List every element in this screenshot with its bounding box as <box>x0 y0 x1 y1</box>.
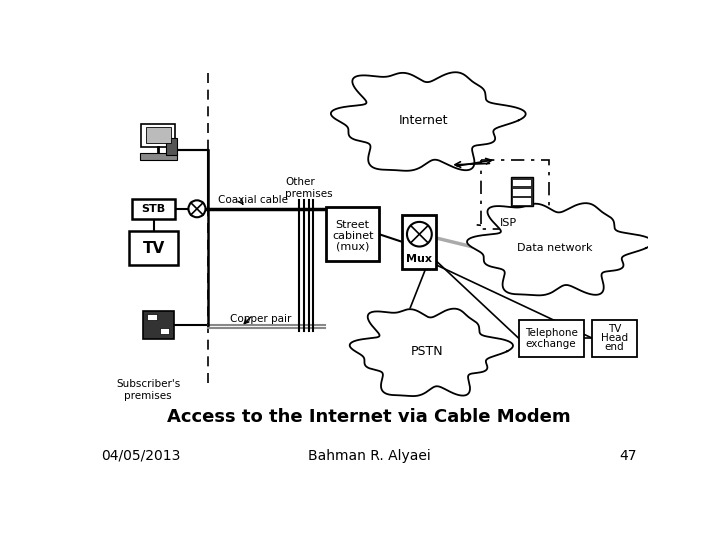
Circle shape <box>189 200 205 217</box>
Text: 47: 47 <box>619 449 636 463</box>
Text: Coaxial cable: Coaxial cable <box>218 194 288 205</box>
Bar <box>593 320 637 356</box>
Text: Internet: Internet <box>398 114 448 127</box>
Text: Telephone: Telephone <box>525 328 577 338</box>
Text: Head: Head <box>601 333 629 343</box>
Text: Other
premises: Other premises <box>285 177 333 199</box>
Text: Mux: Mux <box>406 254 433 264</box>
Text: Subscriber's
premises: Subscriber's premises <box>116 379 180 401</box>
Polygon shape <box>467 203 652 295</box>
Bar <box>160 328 169 334</box>
Bar <box>513 179 531 186</box>
Bar <box>510 177 533 206</box>
Text: Data network: Data network <box>517 243 593 253</box>
Text: Copper pair: Copper pair <box>230 314 291 324</box>
Text: end: end <box>605 342 624 353</box>
Text: (mux): (mux) <box>336 241 369 252</box>
Text: TV: TV <box>143 240 165 255</box>
Text: cabinet: cabinet <box>332 231 374 241</box>
Text: STB: STB <box>142 204 166 214</box>
Bar <box>145 127 171 143</box>
Text: PSTN: PSTN <box>411 345 444 357</box>
Bar <box>402 215 436 269</box>
Bar <box>513 188 531 195</box>
Bar <box>141 124 175 147</box>
Text: TV: TV <box>608 324 621 334</box>
Bar <box>166 138 177 155</box>
Text: Access to the Internet via Cable Modem: Access to the Internet via Cable Modem <box>167 408 571 427</box>
Bar <box>518 320 584 356</box>
Circle shape <box>407 222 432 247</box>
Bar <box>326 207 379 261</box>
Bar <box>132 199 175 219</box>
Polygon shape <box>350 309 513 396</box>
Bar <box>481 159 549 229</box>
Text: exchange: exchange <box>526 339 577 348</box>
Text: ISP: ISP <box>500 218 517 228</box>
Text: Bahman R. Alyaei: Bahman R. Alyaei <box>307 449 431 463</box>
Text: 04/05/2013: 04/05/2013 <box>102 449 181 463</box>
Bar <box>513 197 531 205</box>
Bar <box>148 314 157 320</box>
Bar <box>143 311 174 339</box>
Text: Street: Street <box>336 220 370 230</box>
Bar <box>140 153 177 159</box>
Bar <box>129 231 179 265</box>
Polygon shape <box>331 72 526 171</box>
